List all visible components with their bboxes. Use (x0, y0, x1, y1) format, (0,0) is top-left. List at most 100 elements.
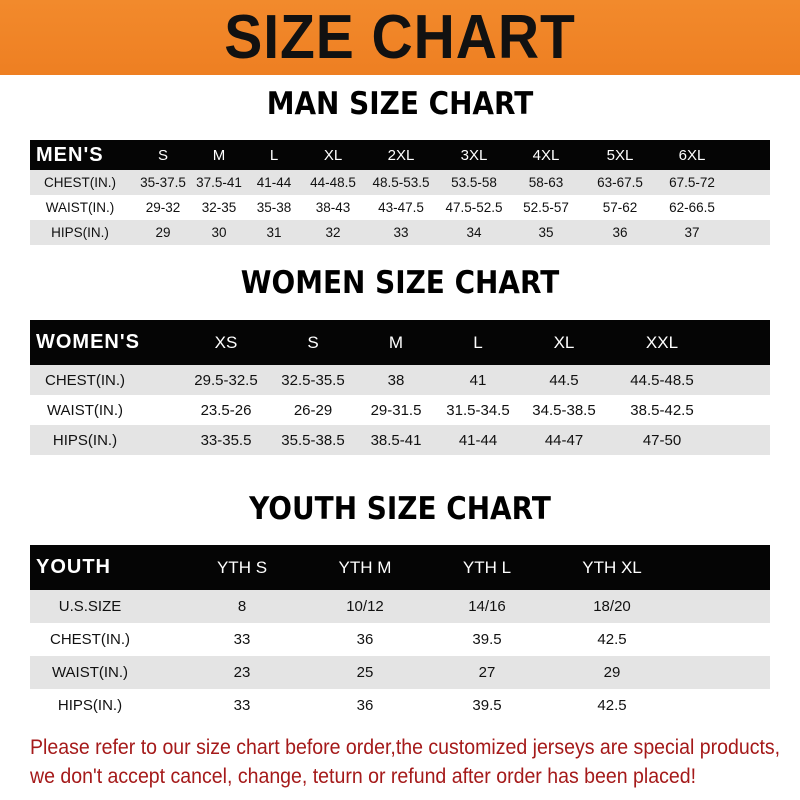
table-cell: 27 (478, 664, 496, 681)
table-row: WAIST(IN.) 23.5-26 26-29 29-31.5 31.5-34.5 34… (30, 395, 770, 425)
size-header: S (307, 332, 319, 352)
notice-line-1: Please refer to our size chart before or… (30, 736, 781, 759)
size-header: 6XL (678, 146, 706, 164)
notice-text: Please refer to our size chart before or… (30, 733, 781, 791)
table-cell: 32-35 (201, 200, 237, 215)
table-cell: 52.5-57 (523, 200, 569, 215)
women-header-row: WOMEN'S XS S M L XL XXL (30, 320, 770, 365)
table-cell: 10/12 (346, 598, 384, 615)
table-cell: 38-43 (315, 200, 351, 215)
banner: SIZE CHART (0, 0, 800, 75)
size-header: YTH S (216, 557, 268, 577)
table-cell: 31 (266, 225, 282, 240)
measure-label: U.S.SIZE (58, 598, 122, 615)
measure-label: WAIST(IN.) (45, 200, 115, 215)
table-cell: 29 (603, 664, 621, 681)
measure-label: HIPS(IN.) (57, 697, 123, 714)
measure-label: CHEST(IN.) (50, 631, 130, 648)
table-cell: 48.5-53.5 (372, 175, 430, 190)
table-cell: 47.5-52.5 (445, 200, 503, 215)
youth-size-table: YOUTH YTH S YTH M YTH L YTH XL U.S.SIZE 8 10/12… (30, 545, 770, 722)
table-title-cell: WOMEN'S (36, 331, 140, 353)
table-cell: 35-38 (256, 200, 292, 215)
table-row: HIPS(IN.) 33 36 39.5 42.5 (30, 689, 770, 722)
table-cell: 31.5-34.5 (446, 401, 510, 419)
men-header-row: MEN'S S M L XL 2XL 3XL 4XL 5XL 6XL (30, 140, 770, 170)
measure-label: WAIST(IN.) (51, 664, 129, 681)
table-cell: 39.5 (472, 697, 502, 714)
table-cell: 44-48.5 (310, 175, 356, 190)
table-cell: 38 (387, 371, 405, 389)
table-cell: 29-32 (145, 200, 181, 215)
size-header: XS (214, 332, 238, 352)
table-row: U.S.SIZE 8 10/12 14/16 18/20 (30, 590, 770, 623)
notice-line-2: we don't accept cancel, change, teturn o… (30, 765, 697, 788)
measure-label: CHEST(IN.) (44, 175, 116, 190)
table-cell: 58-63 (528, 175, 564, 190)
table-cell: 23 (233, 664, 251, 681)
table-cell: 23.5-26 (200, 401, 252, 419)
table-cell: 25 (356, 664, 374, 681)
table-cell: 37 (684, 225, 700, 240)
table-cell: 14/16 (468, 598, 506, 615)
size-header: L (269, 146, 279, 164)
table-row: HIPS(IN.) 33-35.5 35.5-38.5 38.5-41 41-44 44-… (30, 425, 770, 455)
table-cell: 38.5-41 (370, 431, 422, 449)
table-cell: 47-50 (642, 431, 682, 449)
table-cell: 42.5 (597, 631, 627, 648)
table-row: HIPS(IN.) 29 30 31 32 33 34 35 36 37 (30, 220, 770, 245)
table-cell: 63-67.5 (597, 175, 643, 190)
table-row: CHEST(IN.) 33 36 39.5 42.5 (30, 623, 770, 656)
table-cell: 44.5-48.5 (630, 371, 694, 389)
table-cell: 29.5-32.5 (194, 371, 258, 389)
table-cell: 29-31.5 (370, 401, 422, 419)
table-cell: 39.5 (472, 631, 502, 648)
table-cell: 38.5-42.5 (630, 401, 694, 419)
table-row: WAIST(IN.) 23 25 27 29 (30, 656, 770, 689)
table-cell: 37.5-41 (196, 175, 242, 190)
table-cell: 26-29 (293, 401, 333, 419)
youth-header-row: YOUTH YTH S YTH M YTH L YTH XL (30, 545, 770, 590)
table-cell: 44-47 (544, 431, 584, 449)
size-header: L (473, 332, 483, 352)
men-size-table: MEN'S S M L XL 2XL 3XL 4XL 5XL 6XL CHEST(IN.) 35-37… (30, 140, 770, 245)
men-title: MAN SIZE CHART (266, 86, 534, 122)
table-title-cell: MEN'S (36, 143, 104, 166)
table-cell: 8 (237, 598, 247, 615)
table-cell: 67.5-72 (669, 175, 715, 190)
measure-label: HIPS(IN.) (52, 431, 118, 449)
table-cell: 57-62 (602, 200, 638, 215)
table-cell: 36 (356, 631, 374, 648)
table-cell: 36 (356, 697, 374, 714)
banner-title: SIZE CHART (224, 3, 576, 72)
table-cell: 62-66.5 (669, 200, 715, 215)
women-title: WOMEN SIZE CHART (240, 265, 560, 301)
measure-label: HIPS(IN.) (51, 225, 109, 240)
table-title-cell: YOUTH (36, 556, 111, 578)
table-cell: 42.5 (597, 697, 627, 714)
size-header: XXL (645, 332, 679, 352)
table-row: CHEST(IN.) 29.5-32.5 32.5-35.5 38 41 44.5 44.5… (30, 365, 770, 395)
table-cell: 33 (233, 631, 251, 648)
table-cell: 35-37.5 (140, 175, 186, 190)
table-cell: 32 (325, 225, 341, 240)
table-cell: 36 (612, 225, 628, 240)
size-header: YTH M (338, 557, 392, 577)
table-cell: 35 (538, 225, 554, 240)
table-cell: 29 (155, 225, 171, 240)
table-cell: 41 (469, 371, 487, 389)
table-cell: 33 (233, 697, 251, 714)
table-cell: 34.5-38.5 (532, 401, 596, 419)
table-cell: 43-47.5 (378, 200, 424, 215)
size-header: M (388, 332, 404, 352)
size-header: 4XL (532, 146, 560, 164)
table-cell: 35.5-38.5 (281, 431, 345, 449)
youth-title: YOUTH SIZE CHART (249, 491, 551, 527)
table-row: CHEST(IN.) 35-37.5 37.5-41 41-44 44-48.5 48.5… (30, 170, 770, 195)
size-header: 2XL (387, 146, 415, 164)
table-cell: 32.5-35.5 (281, 371, 345, 389)
table-cell: 41-44 (458, 431, 498, 449)
measure-label: WAIST(IN.) (46, 401, 124, 419)
table-row: WAIST(IN.) 29-32 32-35 35-38 38-43 43-47.5 47.… (30, 195, 770, 220)
size-header: YTH XL (582, 557, 642, 577)
